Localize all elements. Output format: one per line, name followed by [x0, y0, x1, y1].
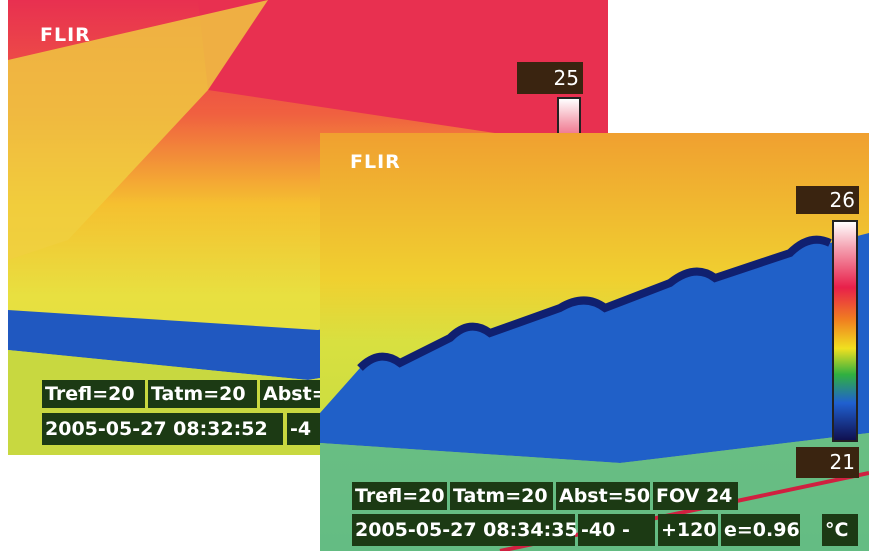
page: FLIR 25 Trefl=20 Tatm=20 Abst= 2005-05-2…: [0, 0, 869, 551]
info-box: Trefl=20: [352, 482, 447, 510]
info-box: Abst=50: [556, 482, 650, 510]
unit: °C: [822, 514, 858, 546]
info-box: e=0.96: [721, 514, 800, 546]
info-box: +120: [658, 514, 718, 546]
scale-min: 21: [796, 447, 859, 478]
info-box: Trefl=20: [42, 380, 145, 408]
info-box: 2005-05-27 08:32:52: [42, 413, 283, 445]
info-box: FOV 24: [653, 482, 738, 510]
info-box: Tatm=20: [148, 380, 257, 408]
logo: FLIR: [40, 24, 91, 46]
info-box: 2005-05-27 08:34:35: [352, 514, 575, 546]
info-box: -40 -: [578, 514, 655, 546]
scale-max: 26: [796, 186, 859, 214]
thermal-image-2: FLIR 26 21 Trefl=20 Tatm=20 Abst=50 FOV …: [320, 133, 869, 551]
info-box: Tatm=20: [450, 482, 553, 510]
color-bar: [832, 220, 858, 442]
logo: FLIR: [350, 151, 401, 173]
scale-max: 25: [517, 62, 583, 94]
